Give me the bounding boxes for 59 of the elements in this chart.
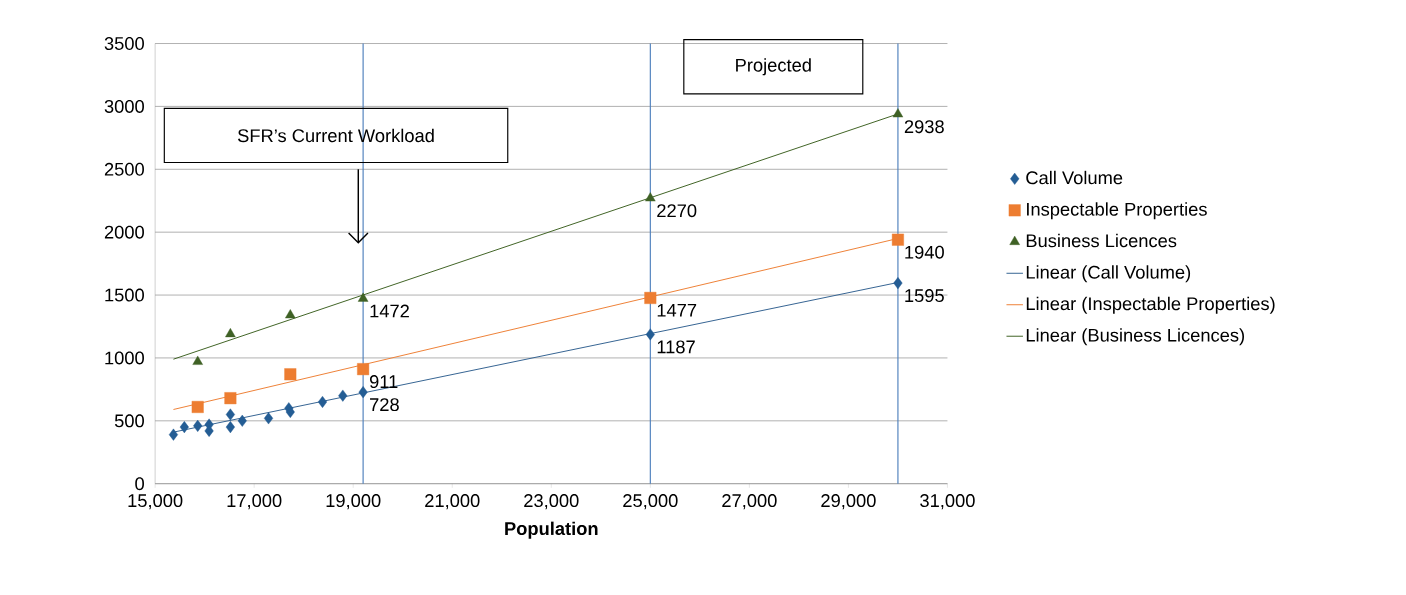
point: [893, 277, 903, 290]
x-tick-label: 27,000: [722, 494, 777, 510]
legend-label: Call Volume: [1026, 170, 1123, 185]
point: [645, 192, 656, 202]
data-label: 1595: [905, 289, 944, 303]
legend-label: Linear (Inspectable Properties): [1026, 296, 1275, 314]
x-tick-label: 21,000: [425, 494, 480, 510]
point: [338, 389, 348, 402]
x-tick-label: 17,000: [227, 494, 282, 510]
legend-label: Linear (Business Licences): [1026, 328, 1245, 346]
x-tick-label: 23,000: [524, 494, 579, 510]
point: [357, 363, 370, 376]
data-label: 1472: [370, 304, 409, 318]
y-tick-label: 1000: [105, 351, 144, 365]
point: [225, 408, 235, 421]
point: [263, 412, 274, 425]
y-tick-label: 0: [135, 477, 144, 491]
x-tick-label: 31,000: [920, 494, 975, 510]
y-tick-label: 2000: [104, 225, 144, 239]
data-label: 2270: [657, 204, 697, 218]
legend-label: Inspectable Properties: [1027, 202, 1207, 220]
legend-label: Business Licences: [1026, 233, 1177, 248]
point: [192, 355, 203, 365]
point: [892, 108, 904, 118]
point: [179, 421, 189, 434]
annotation: SFR’s Current Workload: [237, 128, 434, 143]
data-label: 2938: [904, 120, 944, 134]
data-label: 1477: [657, 303, 697, 317]
point: [237, 414, 247, 427]
annotation: Projected: [736, 58, 811, 76]
x-axis-title: Population: [505, 521, 598, 539]
x-tick-label: 25,000: [623, 494, 678, 510]
point: [284, 368, 297, 381]
data-label: 911: [369, 375, 398, 389]
point: [645, 328, 655, 341]
legend-label: Linear (Call Volume): [1026, 265, 1191, 283]
point: [191, 401, 204, 413]
y-tick-label: 500: [114, 414, 144, 428]
point: [285, 309, 296, 319]
point: [358, 386, 368, 399]
y-tick-label: 1500: [105, 288, 144, 302]
data-label: 1187: [657, 340, 695, 354]
point: [193, 419, 203, 432]
point: [357, 292, 369, 302]
point: [168, 428, 178, 441]
x-tick-label: 29,000: [821, 494, 876, 510]
point: [224, 392, 237, 405]
y-tick-label: 3000: [104, 99, 144, 113]
point: [317, 395, 328, 408]
point: [225, 328, 236, 338]
y-tick-label: 2500: [104, 162, 144, 176]
data-label: 1940: [905, 245, 944, 259]
x-tick-label: 19,000: [326, 494, 381, 510]
point: [891, 233, 904, 246]
point: [644, 291, 657, 304]
point: [225, 421, 235, 434]
x-tick-label: 15,000: [128, 494, 183, 510]
y-tick-label: 3500: [104, 37, 144, 51]
data-label: 728: [370, 398, 399, 412]
